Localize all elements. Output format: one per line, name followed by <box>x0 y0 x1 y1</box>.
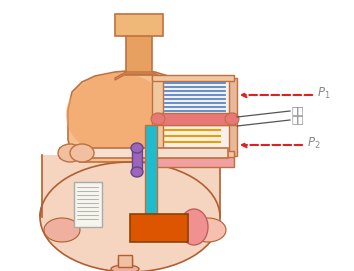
Ellipse shape <box>58 144 82 162</box>
Polygon shape <box>68 70 185 162</box>
Ellipse shape <box>44 218 80 242</box>
Bar <box>130 214 188 242</box>
Bar <box>115 14 163 36</box>
Bar <box>227 78 237 156</box>
Ellipse shape <box>131 143 143 153</box>
Text: $P_2$: $P_2$ <box>307 136 320 151</box>
Ellipse shape <box>70 144 94 162</box>
Ellipse shape <box>66 73 170 157</box>
Ellipse shape <box>40 162 220 271</box>
Ellipse shape <box>225 113 239 125</box>
Bar <box>145 125 157 230</box>
Bar <box>126 35 152 75</box>
Bar <box>60 148 228 158</box>
Bar <box>163 125 229 153</box>
Polygon shape <box>115 72 163 80</box>
Bar <box>74 182 102 227</box>
Text: $P_1$: $P_1$ <box>317 85 331 101</box>
Bar <box>42 155 220 217</box>
Bar <box>155 113 235 125</box>
Bar <box>42 155 220 220</box>
Bar <box>152 75 234 81</box>
Ellipse shape <box>131 167 143 177</box>
Bar <box>163 78 229 116</box>
Bar <box>118 255 132 267</box>
Bar <box>140 222 162 234</box>
Text: 活塞: 活塞 <box>292 105 304 115</box>
Bar <box>118 258 132 268</box>
Bar <box>152 75 166 157</box>
Ellipse shape <box>190 218 226 242</box>
Ellipse shape <box>151 113 165 125</box>
Text: 气缸: 气缸 <box>292 114 304 124</box>
Bar <box>132 150 142 170</box>
Bar <box>152 155 234 167</box>
Ellipse shape <box>111 265 139 271</box>
Ellipse shape <box>180 209 208 245</box>
Bar <box>152 151 234 157</box>
